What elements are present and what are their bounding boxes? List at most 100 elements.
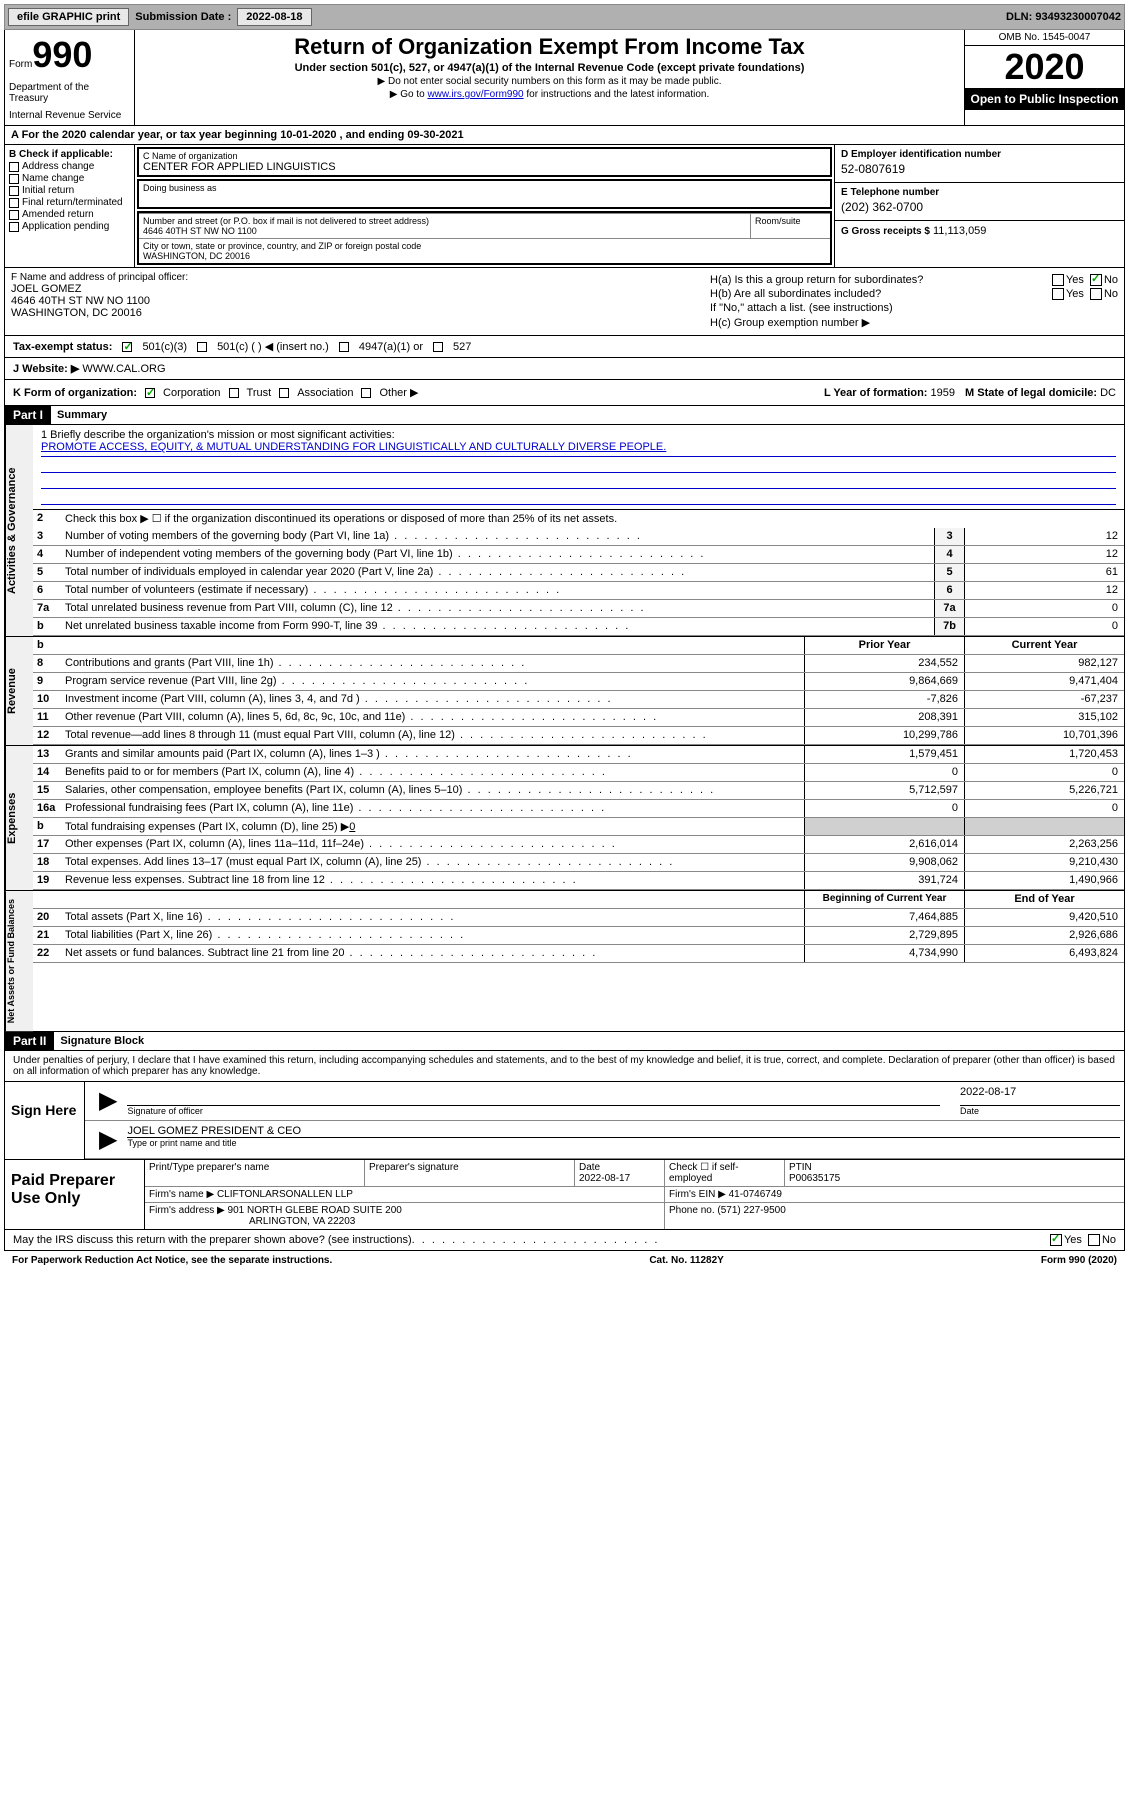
mission-blank2 (41, 473, 1116, 489)
check-address-change[interactable] (9, 162, 19, 172)
line-num: b (33, 618, 61, 635)
line-prior: 10,299,786 (804, 727, 964, 744)
line-current: 1,490,966 (964, 872, 1124, 889)
check-app-pending[interactable] (9, 222, 19, 232)
part2-title: Signature Block (54, 1032, 150, 1050)
check-final-return[interactable] (9, 198, 19, 208)
irs-link[interactable]: www.irs.gov/Form990 (427, 89, 523, 100)
expenses-section: Expenses 13 Grants and similar amounts p… (4, 746, 1125, 891)
line-16b-current-blank (964, 818, 1124, 835)
firm-name-label: Firm's name ▶ (149, 1189, 214, 1200)
check-527[interactable] (433, 342, 443, 352)
line-16b-text: Total fundraising expenses (Part IX, col… (65, 821, 349, 833)
line-num: 3 (33, 528, 61, 545)
sign-arrow-icon-2: ▶ (99, 1125, 117, 1154)
sig-officer-label: Signature of officer (127, 1106, 940, 1116)
line-text: Total revenue—add lines 8 through 11 (mu… (61, 727, 804, 744)
governance-tab: Activities & Governance (5, 425, 33, 636)
ha-no-check[interactable] (1090, 274, 1102, 286)
netassets-section: Net Assets or Fund Balances Beginning of… (4, 891, 1125, 1032)
governance-section: Activities & Governance 1 Briefly descri… (4, 425, 1125, 637)
line-current: 2,263,256 (964, 836, 1124, 853)
gross-label: G Gross receipts $ (841, 226, 930, 237)
check-assoc[interactable] (279, 388, 289, 398)
website-row: J Website: ▶ WWW.CAL.ORG (4, 358, 1125, 380)
city-label: City or town, state or province, country… (143, 241, 826, 251)
signature-section: Under penalties of perjury, I declare th… (4, 1051, 1125, 1230)
part2-label: Part II (5, 1032, 54, 1050)
section-d: D Employer identification number 52-0807… (834, 145, 1124, 267)
org-name-box: C Name of organization CENTER FOR APPLIE… (137, 147, 832, 177)
line-num: 12 (33, 727, 61, 744)
ein-value: 52-0807619 (841, 160, 1118, 178)
submission-date-button[interactable]: 2022-08-18 (237, 8, 311, 26)
line-prior: 391,724 (804, 872, 964, 889)
check-other[interactable] (361, 388, 371, 398)
label-527: 527 (453, 341, 471, 353)
line-prior: 4,734,990 (804, 945, 964, 962)
efile-print-button[interactable]: efile GRAPHIC print (8, 8, 129, 26)
line-text: Professional fundraising fees (Part IX, … (61, 800, 804, 817)
part2-header: Part II Signature Block (4, 1032, 1125, 1051)
line-value: 12 (964, 546, 1124, 563)
check-initial-return[interactable] (9, 186, 19, 196)
line-text: Total number of individuals employed in … (61, 564, 934, 581)
line-text: Number of independent voting members of … (61, 546, 934, 563)
line-num: 7a (33, 600, 61, 617)
omb-number: OMB No. 1545-0047 (965, 30, 1124, 46)
line-value: 0 (964, 618, 1124, 635)
line-prior: 208,391 (804, 709, 964, 726)
hb-no-check[interactable] (1090, 288, 1102, 300)
discuss-row: May the IRS discuss this return with the… (4, 1230, 1125, 1251)
line-num: 13 (33, 746, 61, 763)
m-label: M State of legal domicile: (965, 387, 1097, 399)
check-amended[interactable] (9, 210, 19, 220)
line-prior: 1,579,451 (804, 746, 964, 763)
discuss-no-check[interactable] (1088, 1234, 1100, 1246)
line-text: Total number of volunteers (estimate if … (61, 582, 934, 599)
mission-block: 1 Briefly describe the organization's mi… (33, 425, 1124, 510)
form-id-block: Form990 Department of the Treasury Inter… (5, 30, 135, 125)
self-employed-check: Check ☐ if self-employed (665, 1160, 785, 1186)
ha-yes-check[interactable] (1052, 274, 1064, 286)
firm-phone: (571) 227-9500 (717, 1205, 785, 1216)
city-value: WASHINGTON, DC 20016 (143, 251, 826, 261)
label-initial-return: Initial return (22, 185, 74, 196)
check-name-change[interactable] (9, 174, 19, 184)
current-year-header: Current Year (964, 637, 1124, 654)
line-num: 18 (33, 854, 61, 871)
revenue-section: Revenue b Prior Year Current Year 8 Cont… (4, 637, 1125, 746)
line-num: 5 (33, 564, 61, 581)
check-trust[interactable] (229, 388, 239, 398)
dba-box: Doing business as (137, 179, 832, 209)
hb-label: H(b) Are all subordinates included? (710, 288, 1046, 300)
m-value: DC (1100, 387, 1116, 399)
check-4947[interactable] (339, 342, 349, 352)
discuss-yes-check[interactable] (1050, 1234, 1062, 1246)
line-num: 4 (33, 546, 61, 563)
line-value: 12 (964, 582, 1124, 599)
info-block: B Check if applicable: Address change Na… (4, 145, 1125, 268)
sig-date: 2022-08-17 (960, 1086, 1120, 1106)
tax-status-label: Tax-exempt status: (13, 341, 112, 353)
ein-label: D Employer identification number (841, 149, 1118, 160)
line-prior: 5,712,597 (804, 782, 964, 799)
check-501c3[interactable] (122, 342, 132, 352)
line-current: 6,493,824 (964, 945, 1124, 962)
year-box: OMB No. 1545-0047 2020 Open to Public In… (964, 30, 1124, 125)
check-501c[interactable] (197, 342, 207, 352)
sig-date-label: Date (960, 1106, 1120, 1116)
check-corp[interactable] (145, 388, 155, 398)
label-name-change: Name change (22, 173, 84, 184)
line-current: 982,127 (964, 655, 1124, 672)
line-num: 6 (33, 582, 61, 599)
submission-date-label: Submission Date : (135, 11, 231, 23)
line-box: 3 (934, 528, 964, 545)
ptin-label: PTIN (789, 1162, 1120, 1173)
gross-value: 11,113,059 (933, 225, 986, 237)
hb-yes-check[interactable] (1052, 288, 1064, 300)
line-current: 0 (964, 800, 1124, 817)
line-text: Total liabilities (Part X, line 26) (61, 927, 804, 944)
line-num: 15 (33, 782, 61, 799)
period-row: A For the 2020 calendar year, or tax yea… (4, 126, 1125, 145)
